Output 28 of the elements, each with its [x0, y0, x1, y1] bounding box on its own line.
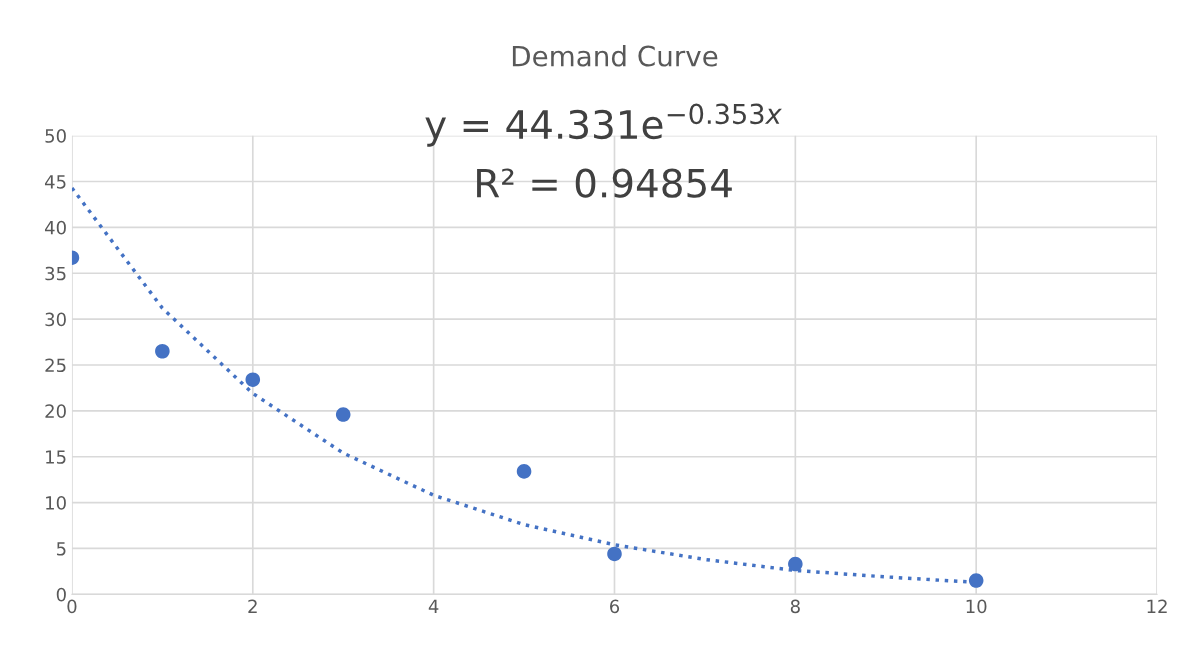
- y-tick-label: 45: [44, 175, 66, 189]
- y-tick-label: 5: [56, 542, 66, 556]
- x-tick-label: 4: [428, 599, 439, 613]
- x-tick-label: 6: [610, 599, 620, 614]
- y-tick-label: 50: [45, 129, 66, 143]
- y-tick-label: 20: [45, 404, 66, 418]
- point: [245, 372, 261, 387]
- y-tick-label: 0: [56, 587, 66, 602]
- x-tick-label: 10: [966, 599, 987, 614]
- x-tick-label: 8: [790, 599, 800, 614]
- point: [335, 407, 351, 422]
- y-tick-label: 30: [45, 312, 66, 327]
- x-tick-label: 0: [67, 599, 77, 614]
- point: [516, 464, 532, 479]
- point: [788, 556, 803, 572]
- x-tick-label: 12: [1147, 599, 1167, 613]
- chart-title: Demand Curve: [512, 45, 718, 67]
- y-tick-label: 40: [44, 220, 66, 235]
- point: [155, 343, 170, 359]
- x-tick-label: 2: [248, 599, 257, 613]
- point: [968, 573, 984, 588]
- annotation: R² = 0.94854: [477, 168, 732, 198]
- annotation: y = 44.331e$^{−0.353x}$: [425, 103, 782, 147]
- y-tick-label: 10: [46, 496, 66, 510]
- y-tick-label: 35: [45, 266, 66, 281]
- point: [607, 546, 622, 562]
- y-tick-label: 25: [45, 358, 66, 373]
- y-tick-label: 15: [46, 450, 66, 464]
